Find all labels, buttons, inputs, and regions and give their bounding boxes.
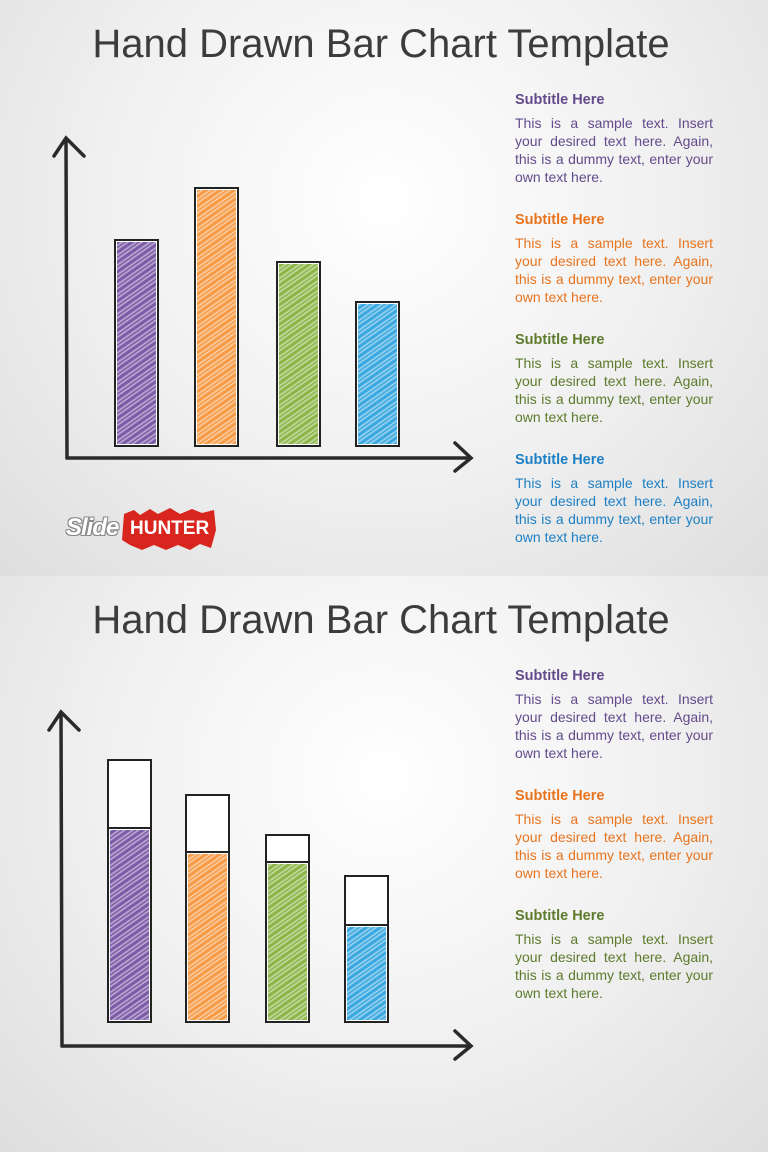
bar-fill: [188, 854, 227, 1020]
slide-title: Hand Drawn Bar Chart Template: [92, 598, 670, 642]
slide-title: Hand Drawn Bar Chart Template: [92, 22, 670, 66]
text-block: Subtitle Here This is a sample text. Inse…: [515, 908, 713, 1002]
bar-fill: [268, 864, 307, 1020]
text-block: Subtitle Here This is a sample text. Inse…: [515, 788, 713, 882]
text-block: Subtitle Here This is a sample text. Inse…: [515, 452, 713, 546]
illustration: [52, 135, 474, 550]
bar-fill: [110, 830, 149, 1020]
bar-fill: [197, 190, 236, 444]
bar-fill: [279, 264, 318, 444]
body-text: This is a sample text. Insert your desir…: [515, 931, 713, 1001]
slide: Hand Drawn Bar Chart Template Subtitle He…: [0, 0, 768, 576]
x-axis: [60, 1029, 474, 1061]
body-text: This is a sample text. Insert your desir…: [515, 475, 713, 545]
body-text: This is a sample text. Insert your desir…: [515, 355, 713, 425]
subtitle: Subtitle Here: [515, 908, 605, 924]
body-text: This is a sample text. Insert your desir…: [515, 811, 713, 881]
text-block: Subtitle Here This is a sample text. Inse…: [515, 332, 713, 426]
illustration: [47, 709, 474, 1061]
logo-badge: [122, 508, 216, 550]
y-axis: [47, 709, 81, 1048]
subtitle: Subtitle Here: [515, 212, 605, 228]
slide: Hand Drawn Bar Chart Template Subtitle He…: [0, 576, 768, 1152]
x-axis: [65, 441, 474, 473]
bar-fill: [347, 927, 386, 1020]
text-block: Subtitle Here This is a sample text. Inse…: [515, 668, 713, 762]
subtitle: Subtitle Here: [515, 452, 605, 468]
subtitle: Subtitle Here: [515, 668, 605, 684]
text-block: Subtitle Here This is a sample text. Inse…: [515, 92, 713, 186]
body-text: This is a sample text. Insert your desir…: [515, 691, 713, 761]
body-text: This is a sample text. Insert your desir…: [515, 115, 713, 185]
logo-text: Slide: [66, 514, 119, 541]
logo-text: HUNTER: [130, 518, 210, 539]
y-axis: [52, 135, 86, 460]
bar-fill: [358, 304, 397, 444]
body-text: This is a sample text. Insert your desir…: [515, 235, 713, 305]
text-block: Subtitle Here This is a sample text. Inse…: [515, 212, 713, 306]
subtitle: Subtitle Here: [515, 332, 605, 348]
subtitle: Subtitle Here: [515, 92, 605, 108]
subtitle: Subtitle Here: [515, 788, 605, 804]
bar-fill: [117, 242, 156, 444]
